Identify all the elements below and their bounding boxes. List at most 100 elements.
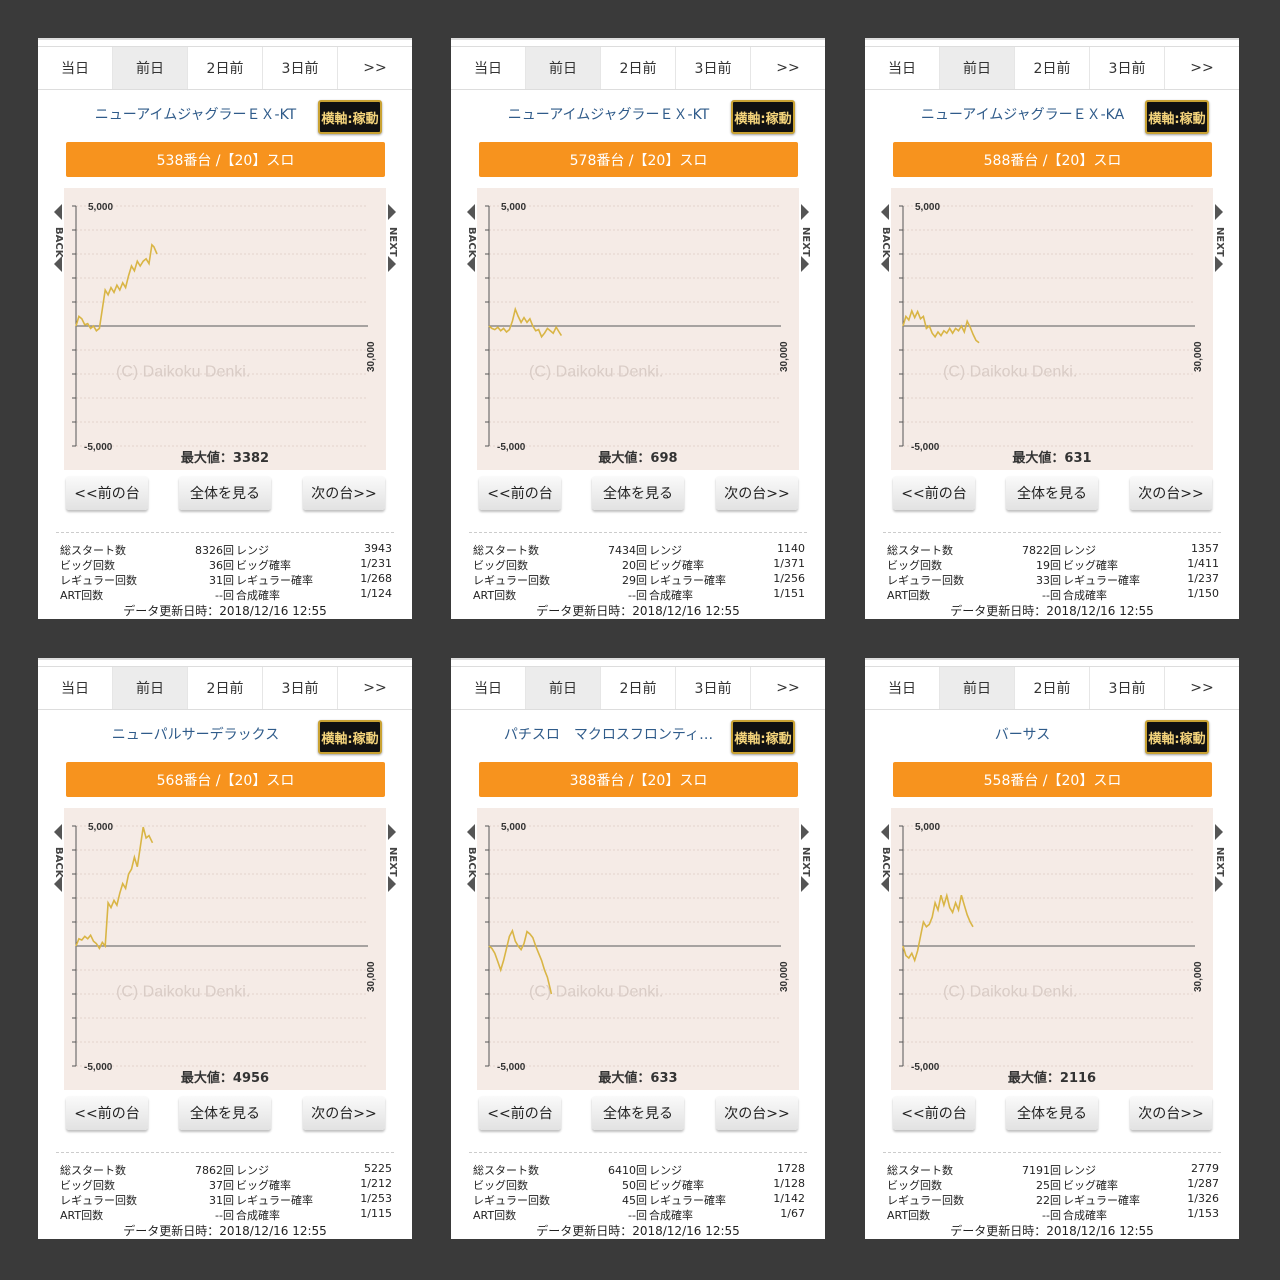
tab-0[interactable]: 当日 <box>865 47 940 89</box>
back-nav[interactable]: BACK <box>52 200 64 280</box>
view-all-button[interactable]: 全体を見る <box>592 1096 684 1130</box>
tab-2[interactable]: 2日前 <box>188 667 263 709</box>
tab-0[interactable]: 当日 <box>38 667 113 709</box>
tab-4[interactable]: >> <box>1165 667 1239 709</box>
tab-0[interactable]: 当日 <box>38 47 113 89</box>
back-arrow-icon <box>467 204 475 220</box>
next-machine-button[interactable]: 次の台>> <box>303 1096 385 1130</box>
machine-title[interactable]: パチスロ マクロスフロンティ… <box>503 727 714 743</box>
tab-4[interactable]: >> <box>1165 47 1239 89</box>
tab-1[interactable]: 前日 <box>113 47 188 89</box>
tab-1[interactable]: 前日 <box>113 667 188 709</box>
tab-2[interactable]: 2日前 <box>601 667 676 709</box>
prev-machine-button[interactable]: <<前の台 <box>66 1096 148 1130</box>
stat-label-big_rate: ビッグ確率 <box>236 559 291 572</box>
view-all-button[interactable]: 全体を見る <box>592 476 684 510</box>
tab-3[interactable]: 3日前 <box>1090 667 1165 709</box>
tab-0[interactable]: 当日 <box>451 667 526 709</box>
back-nav[interactable]: BACK <box>879 200 891 280</box>
tab-1[interactable]: 前日 <box>526 667 601 709</box>
tab-4[interactable]: >> <box>751 667 825 709</box>
next-nav[interactable]: NEXT <box>386 820 398 900</box>
axis-toggle-button[interactable]: 横軸:稼動 <box>1145 720 1209 754</box>
tab-3[interactable]: 3日前 <box>263 47 338 89</box>
tab-2[interactable]: 2日前 <box>188 47 263 89</box>
view-all-button[interactable]: 全体を見る <box>179 1096 271 1130</box>
tab-2[interactable]: 2日前 <box>1015 667 1090 709</box>
tab-3[interactable]: 3日前 <box>263 667 338 709</box>
machine-title[interactable]: ニューパルサーデラックス <box>111 727 280 743</box>
divider <box>56 532 394 533</box>
y-max-label: 5,000 <box>88 202 113 213</box>
tab-1[interactable]: 前日 <box>940 667 1015 709</box>
stats-table: 総スタート数 7862回 レンジ 5225 ビッグ回数 37回 ビッグ確率 1/212 レギュラ… <box>60 1162 392 1222</box>
stat-value-range: 1357 <box>1191 542 1219 555</box>
next-label: NEXT <box>1214 847 1225 877</box>
next-machine-button[interactable]: 次の台>> <box>1130 476 1212 510</box>
slump-graph-svg: 5,000 -5,000 30,000 (C) Daikoku Denki. <box>899 822 1204 1073</box>
stat-value-total_start: 6410回 <box>608 1164 647 1177</box>
tab-4[interactable]: >> <box>751 47 825 89</box>
tab-4[interactable]: >> <box>338 667 412 709</box>
next-machine-button[interactable]: 次の台>> <box>716 1096 798 1130</box>
tab-0[interactable]: 当日 <box>451 47 526 89</box>
next-machine-button[interactable]: 次の台>> <box>1130 1096 1212 1130</box>
prev-machine-button[interactable]: <<前の台 <box>893 476 975 510</box>
back-arrow-icon <box>54 824 62 840</box>
day-tabs: 当日 前日 2日前 3日前 >> <box>38 46 412 90</box>
next-nav[interactable]: NEXT <box>799 200 811 280</box>
stat-value-art: --回 <box>215 1209 234 1222</box>
tab-2[interactable]: 2日前 <box>601 47 676 89</box>
slump-graph: 5,000 -5,000 30,000 (C) Daikoku Denki. <box>891 188 1213 470</box>
axis-toggle-button[interactable]: 横軸:稼動 <box>731 720 795 754</box>
stat-label-reg_rate: レギュラー確率 <box>1063 1194 1140 1207</box>
stat-value-combined_rate: 1/150 <box>1187 587 1219 600</box>
tab-1[interactable]: 前日 <box>940 47 1015 89</box>
slump-graph-svg: 5,000 -5,000 30,000 (C) Daikoku Denki. <box>72 822 377 1073</box>
y-min-label: -5,000 <box>911 442 940 453</box>
next-arrow-icon <box>801 824 809 840</box>
next-nav[interactable]: NEXT <box>799 820 811 900</box>
axis-toggle-button[interactable]: 横軸:稼動 <box>318 100 382 134</box>
tab-3[interactable]: 3日前 <box>676 667 751 709</box>
stat-label-reg_rate: レギュラー確率 <box>1063 574 1140 587</box>
axis-toggle-button[interactable]: 横軸:稼動 <box>318 720 382 754</box>
machine-title[interactable]: ニューアイムジャグラーＥＸ-KA <box>920 107 1125 123</box>
machine-title[interactable]: ニューアイムジャグラーＥＸ-KT <box>507 107 710 123</box>
stat-label-reg_rate: レギュラー確率 <box>236 1194 313 1207</box>
tab-3[interactable]: 3日前 <box>1090 47 1165 89</box>
next-nav[interactable]: NEXT <box>1213 820 1225 900</box>
prev-machine-button[interactable]: <<前の台 <box>479 1096 561 1130</box>
machine-title[interactable]: バーサス <box>994 727 1051 743</box>
next-label: NEXT <box>387 847 398 877</box>
next-nav[interactable]: NEXT <box>1213 200 1225 280</box>
axis-toggle-button[interactable]: 横軸:稼動 <box>1145 100 1209 134</box>
prev-machine-button[interactable]: <<前の台 <box>893 1096 975 1130</box>
back-nav[interactable]: BACK <box>465 200 477 280</box>
stat-label-range: レンジ <box>649 1164 682 1177</box>
next-nav[interactable]: NEXT <box>386 200 398 280</box>
tab-4[interactable]: >> <box>338 47 412 89</box>
stat-value-total_start: 7862回 <box>195 1164 234 1177</box>
tab-3[interactable]: 3日前 <box>676 47 751 89</box>
prev-machine-button[interactable]: <<前の台 <box>66 476 148 510</box>
machine-number-bar: 558番台 /【20】スロ <box>893 762 1212 797</box>
stats-row: ビッグ回数 36回 ビッグ確率 1/231 <box>60 557 392 572</box>
view-all-button[interactable]: 全体を見る <box>179 476 271 510</box>
back-nav[interactable]: BACK <box>52 820 64 900</box>
next-machine-button[interactable]: 次の台>> <box>716 476 798 510</box>
axis-toggle-button[interactable]: 横軸:稼動 <box>731 100 795 134</box>
tab-2[interactable]: 2日前 <box>1015 47 1090 89</box>
back-nav[interactable]: BACK <box>879 820 891 900</box>
next-arrow-icon <box>801 204 809 220</box>
prev-machine-button[interactable]: <<前の台 <box>479 476 561 510</box>
view-all-button[interactable]: 全体を見る <box>1006 476 1098 510</box>
update-timestamp: データ更新日時：2018/12/16 12:55 <box>123 604 327 618</box>
view-all-button[interactable]: 全体を見る <box>1006 1096 1098 1130</box>
machine-title[interactable]: ニューアイムジャグラーＥＸ-KT <box>94 107 297 123</box>
tab-1[interactable]: 前日 <box>526 47 601 89</box>
tab-0[interactable]: 当日 <box>865 667 940 709</box>
next-machine-button[interactable]: 次の台>> <box>303 476 385 510</box>
back-label: BACK <box>466 847 477 878</box>
back-nav[interactable]: BACK <box>465 820 477 900</box>
